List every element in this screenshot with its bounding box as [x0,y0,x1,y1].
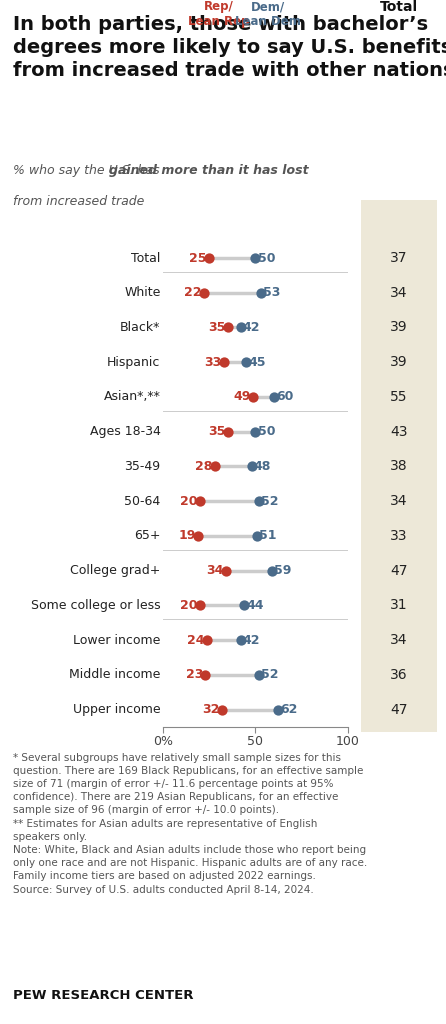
Text: 28: 28 [195,460,212,473]
Text: Upper income: Upper income [73,703,161,716]
Text: 36: 36 [390,668,408,682]
Text: Middle income: Middle income [69,669,161,681]
Point [222,562,229,579]
Text: 49: 49 [234,390,251,403]
Text: 35: 35 [208,321,225,334]
Point [250,389,257,406]
Text: 35-49: 35-49 [124,460,161,473]
Text: 34: 34 [390,633,408,647]
Text: 50: 50 [257,425,275,438]
Point [200,285,207,301]
Text: 50-64: 50-64 [124,495,161,508]
Text: from increased trade: from increased trade [13,195,145,208]
Text: 20: 20 [180,599,198,612]
Text: Total: Total [380,0,418,14]
Text: 24: 24 [187,634,205,647]
Point [248,459,255,475]
Point [274,701,281,718]
Point [241,597,248,613]
Text: 53: 53 [263,287,281,299]
Text: 20: 20 [180,495,198,508]
Point [204,632,211,648]
Text: 25: 25 [190,252,207,264]
Text: 31: 31 [390,598,408,612]
Text: 42: 42 [243,321,260,334]
Text: 50: 50 [257,252,275,264]
Text: Hispanic: Hispanic [107,355,161,369]
Point [256,493,263,509]
Text: 62: 62 [280,703,297,716]
Text: Ages 18-34: Ages 18-34 [90,425,161,438]
Point [196,493,203,509]
Text: % who say the U.S. has: % who say the U.S. has [13,164,164,177]
Text: 52: 52 [261,669,279,681]
Text: Asian*,**: Asian*,** [103,390,161,403]
Text: Dem/
Lean Dem: Dem/ Lean Dem [235,0,301,28]
Point [256,667,263,683]
Point [211,459,218,475]
Text: 38: 38 [390,460,408,473]
Text: 23: 23 [186,669,203,681]
Text: Total: Total [131,252,161,264]
Text: 43: 43 [390,425,408,438]
Text: * Several subgroups have relatively small sample sizes for this
question. There : * Several subgroups have relatively smal… [13,753,368,895]
Point [270,389,277,406]
Point [196,597,203,613]
Text: 37: 37 [390,251,408,265]
Text: 51: 51 [260,529,277,543]
Point [254,527,261,544]
Text: 22: 22 [184,287,201,299]
Text: 33: 33 [204,355,222,369]
Text: 32: 32 [202,703,220,716]
Text: 47: 47 [390,563,408,578]
Point [252,250,259,266]
Text: 48: 48 [254,460,271,473]
Text: 39: 39 [390,355,408,370]
Text: 35: 35 [208,425,225,438]
Point [257,285,264,301]
Text: 34: 34 [390,286,408,300]
Text: 60: 60 [276,390,293,403]
Point [220,354,227,371]
Point [194,527,202,544]
Text: 44: 44 [247,599,264,612]
Text: 42: 42 [243,634,260,647]
Text: 34: 34 [206,564,223,578]
Point [219,701,226,718]
Text: White: White [124,287,161,299]
Text: 34: 34 [390,495,408,508]
Point [268,562,276,579]
Text: 19: 19 [178,529,196,543]
Text: PEW RESEARCH CENTER: PEW RESEARCH CENTER [13,989,194,1002]
Text: 47: 47 [390,702,408,717]
Text: 55: 55 [390,390,408,404]
Text: 52: 52 [261,495,279,508]
Point [237,319,244,336]
Text: 39: 39 [390,321,408,335]
Text: 59: 59 [274,564,292,578]
Text: 45: 45 [248,355,266,369]
Point [202,667,209,683]
Text: Lower income: Lower income [73,634,161,647]
Point [206,250,213,266]
Point [224,424,231,440]
Text: gained more than it has lost: gained more than it has lost [109,164,309,177]
Point [252,424,259,440]
Text: 33: 33 [390,529,408,543]
Text: Some college or less: Some college or less [31,599,161,612]
Point [224,319,231,336]
Text: In both parties, those with bachelor’s
degrees more likely to say U.S. benefits
: In both parties, those with bachelor’s d… [13,15,446,80]
Text: Rep/
Lean Rep: Rep/ Lean Rep [188,0,249,28]
Text: 65+: 65+ [134,529,161,543]
Text: College grad+: College grad+ [70,564,161,578]
Point [243,354,250,371]
Text: Black*: Black* [120,321,161,334]
Point [237,632,244,648]
